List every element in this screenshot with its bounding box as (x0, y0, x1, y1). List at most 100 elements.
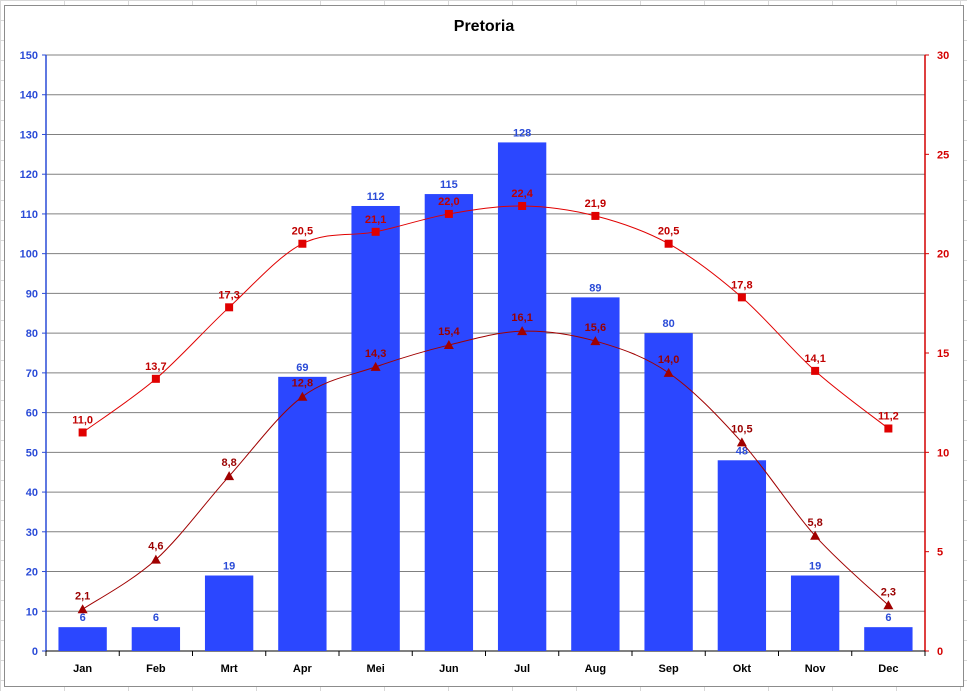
x-axis-tick-label: Sep (659, 663, 679, 675)
max-temperature-marker (664, 239, 673, 248)
max-temperature-marker (884, 424, 893, 433)
min-temperature-label: 10,5 (731, 423, 752, 435)
x-axis-tick-label: Jul (514, 663, 530, 675)
min-temperature-label: 14,3 (365, 348, 386, 360)
x-axis-tick-label: Apr (293, 663, 313, 675)
left-axis-tick-label: 20 (26, 567, 38, 579)
min-temperature-marker (590, 336, 601, 346)
right-axis-tick-label: 25 (937, 149, 949, 161)
min-temperature-marker (297, 391, 308, 401)
max-temperature-marker (811, 366, 820, 375)
x-axis-tick-label: Okt (733, 663, 752, 675)
left-axis-tick-label: 50 (26, 447, 38, 459)
x-axis-tick-label: Dec (878, 663, 898, 675)
rainfall-bar (424, 194, 474, 652)
rainfall-bar (571, 297, 620, 651)
rainfall-bar (278, 376, 327, 651)
left-axis-tick-label: 110 (20, 209, 38, 221)
min-temperature-marker (224, 471, 235, 481)
min-temperature-label: 15,6 (585, 322, 606, 334)
rainfall-bar (497, 142, 547, 651)
left-axis-tick-label: 30 (26, 527, 38, 539)
x-axis-tick-label: Mrt (221, 663, 238, 675)
min-temperature-label: 15,4 (438, 326, 460, 338)
min-temperature-label: 8,8 (221, 457, 236, 469)
rainfall-bar-label: 69 (296, 362, 308, 374)
max-temperature-marker (591, 211, 600, 220)
min-temperature-label: 12,8 (292, 378, 313, 390)
left-axis-tick-label: 90 (26, 288, 38, 300)
max-temperature-line (82, 205, 889, 433)
min-temperature-line (82, 330, 889, 610)
right-axis-tick-label: 10 (937, 447, 949, 459)
max-temperature-label: 14,1 (804, 353, 825, 365)
max-temperature-label: 22,4 (511, 188, 533, 200)
max-temperature-marker (737, 293, 746, 302)
min-temperature-label: 16,1 (511, 312, 532, 324)
min-temperature-marker (443, 340, 454, 350)
right-axis-tick-label: 5 (937, 547, 943, 559)
left-axis-tick-label: 120 (20, 169, 38, 181)
max-temperature-marker (225, 303, 234, 312)
x-axis-tick-label: Nov (805, 663, 827, 675)
rainfall-bar-label: 128 (513, 127, 531, 139)
x-axis-tick-label: Mei (366, 663, 384, 675)
left-axis-tick-label: 40 (26, 487, 38, 499)
max-temperature-label: 22,0 (438, 196, 459, 208)
chart-area[interactable]: Pretoria 0 10 20 30 40 50 60 70 80 90 100 110 120 130… (4, 5, 964, 687)
max-temperature-label: 11,0 (72, 414, 93, 426)
max-temperature-label: 21,1 (365, 214, 386, 226)
left-axis-tick-label: 150 (20, 50, 38, 62)
rainfall-bar (351, 205, 400, 651)
max-temperature-marker (444, 209, 453, 218)
left-axis-tick-label: 0 (32, 646, 38, 658)
left-axis-tick-label: 140 (20, 90, 38, 102)
rainfall-bar-label: 6 (80, 612, 86, 624)
min-temperature-label: 14,0 (658, 354, 679, 366)
left-axis-tick-label: 10 (26, 606, 38, 618)
rainfall-bar (644, 333, 693, 651)
rainfall-bar (58, 627, 107, 651)
min-temperature-marker (663, 367, 674, 377)
left-axis-tick-label: 130 (20, 129, 38, 141)
max-temperature-label: 20,5 (292, 226, 313, 238)
max-temperature-label: 13,7 (145, 361, 166, 373)
rainfall-bar-label: 6 (153, 612, 159, 624)
rainfall-bar (864, 627, 913, 651)
left-axis-tick-label: 70 (26, 368, 38, 380)
max-temperature-marker (371, 227, 380, 236)
left-axis-tick-label: 100 (20, 249, 38, 261)
min-temperature-marker (150, 554, 161, 564)
max-temperature-marker (78, 428, 87, 437)
rainfall-bar-label: 19 (223, 561, 235, 573)
x-axis-tick-label: Jan (73, 663, 92, 675)
min-temperature-marker (883, 600, 894, 610)
rainfall-bar (204, 575, 254, 651)
min-temperature-marker (77, 604, 88, 614)
left-axis-tick-label: 60 (26, 408, 38, 420)
rainfall-bar-label: 6 (885, 612, 891, 624)
x-axis-tick-label: Jun (439, 663, 459, 675)
max-temperature-marker (298, 239, 307, 248)
min-temperature-marker (517, 326, 528, 336)
min-temperature-label: 2,1 (75, 590, 90, 602)
max-temperature-label: 20,5 (658, 226, 679, 238)
rainfall-bar (717, 460, 767, 651)
chart-plot: 0 10 20 30 40 50 60 70 80 90 100 110 120 130 140 150 0 5 1… (20, 50, 950, 675)
right-axis-tick-label: 30 (937, 50, 949, 62)
min-temperature-label: 4,6 (148, 541, 163, 553)
max-temperature-label: 17,3 (218, 289, 239, 301)
left-axis-tick-label: 80 (26, 328, 38, 340)
rainfall-bar-label: 89 (589, 282, 601, 294)
rainfall-bar-label: 19 (809, 561, 821, 573)
right-axis-tick-label: 0 (937, 646, 943, 658)
right-axis-tick-label: 15 (937, 348, 949, 360)
max-temperature-marker (151, 374, 160, 383)
rainfall-bar-label: 80 (663, 318, 675, 330)
min-temperature-label: 2,3 (881, 586, 896, 598)
rainfall-bar (790, 575, 840, 651)
max-temperature-marker (518, 201, 527, 210)
chart-title: Pretoria (453, 18, 515, 35)
rainfall-bar-label: 48 (736, 445, 748, 457)
max-temperature-label: 21,9 (585, 198, 606, 210)
